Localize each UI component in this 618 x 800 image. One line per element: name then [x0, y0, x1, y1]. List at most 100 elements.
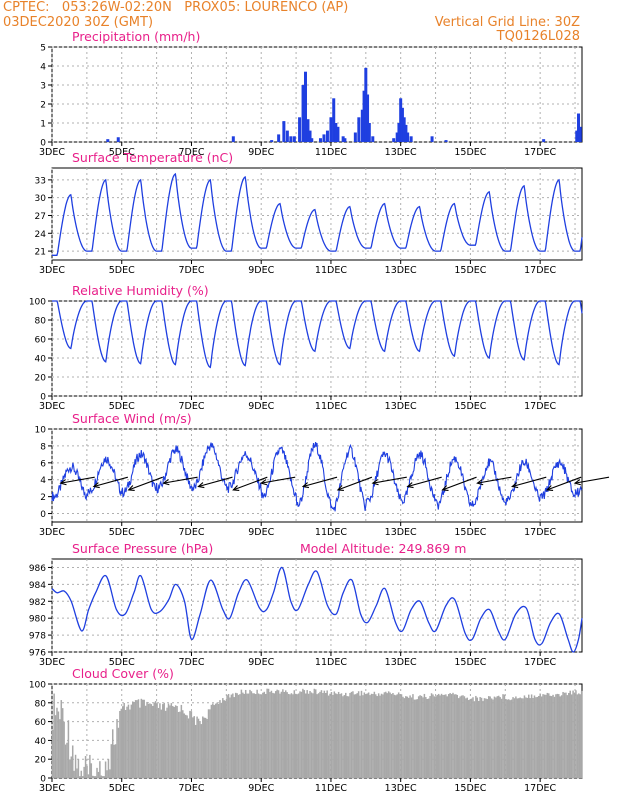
cloud-bar: [103, 776, 105, 778]
cloud-bar: [576, 694, 579, 778]
x-tick-label: 11DEC: [315, 147, 347, 158]
wind-arrow-head: [259, 479, 268, 486]
cloud-bar: [480, 697, 483, 778]
cloud-bar: [390, 694, 393, 778]
cloud-bar: [568, 693, 570, 778]
precip-bar: [343, 138, 347, 142]
plot-frame: [51, 300, 583, 397]
cloud-bar: [499, 697, 501, 778]
x-tick-label: 3DEC: [39, 657, 65, 668]
cloud-bar: [429, 696, 431, 778]
cloud-bar: [101, 776, 104, 778]
cloud-bar: [505, 699, 507, 778]
cloud-bar: [336, 694, 338, 778]
cloud-bar: [216, 702, 218, 778]
cloud-bar: [443, 694, 446, 778]
cloud-bar: [279, 693, 281, 778]
cloud-bar: [153, 702, 155, 778]
x-tick-label: 9DEC: [248, 265, 274, 276]
cloud-bar: [316, 694, 318, 778]
cloud-bar: [169, 705, 171, 778]
wind-direction-arrow: [233, 476, 268, 491]
cloud-bar: [182, 710, 184, 778]
precip-bar: [282, 121, 286, 142]
cloud-bar: [415, 699, 417, 778]
cloud-bar: [346, 696, 348, 778]
x-tick-label: 5DEC: [109, 527, 135, 538]
cloud-bar: [332, 694, 334, 778]
cloud-bar: [269, 692, 271, 778]
wind-arrow-head: [162, 479, 170, 486]
cloud-bar: [345, 692, 347, 778]
header-date: 03DEC2020 30Z (GMT): [3, 15, 154, 30]
x-tick-label: 7DEC: [178, 265, 204, 276]
wind-arrow-head: [197, 482, 205, 489]
cloud-bar: [387, 691, 390, 778]
x-tick-label: 9DEC: [248, 657, 274, 668]
cloud-bar: [335, 693, 337, 778]
precip-bar: [318, 138, 322, 142]
y-tick-label: 982: [29, 598, 46, 608]
precip-bar: [366, 94, 370, 142]
y-tick-label: 8: [40, 442, 46, 452]
cloud-bar: [143, 699, 145, 778]
wind-direction-arrow: [372, 476, 407, 484]
cloud-bar: [463, 696, 466, 778]
cloud-bar: [380, 693, 383, 778]
cloud-bar: [144, 705, 147, 778]
x-tick-label: 17DEC: [524, 401, 556, 412]
cloud-bar: [333, 691, 336, 778]
cloud-bar: [203, 717, 205, 778]
cloud-bar: [147, 703, 150, 778]
cloud-bar: [400, 694, 403, 778]
precip-bar: [310, 138, 314, 142]
y-tick-label: 10: [35, 426, 47, 436]
cloud-bar: [214, 703, 217, 778]
y-tick-label: 40: [35, 737, 47, 747]
cloud-bar: [56, 707, 58, 778]
y-tick-label: 20: [35, 756, 47, 766]
cloud-bar: [472, 697, 474, 778]
cloud-bar: [247, 693, 250, 778]
cloud-bar: [483, 698, 486, 778]
wind-direction-arrow: [198, 476, 233, 488]
precip-bar: [308, 130, 312, 142]
header-model-code: TQ0126L028: [496, 29, 580, 44]
wind-direction-arrow: [337, 476, 373, 491]
precip-bar: [306, 119, 310, 142]
wind-direction-arrow: [261, 476, 296, 484]
precip-bar: [322, 134, 326, 142]
precip-bar: [231, 136, 235, 142]
y-tick-label: 0: [40, 775, 46, 785]
cloud-bar: [425, 697, 427, 778]
x-tick-label: 17DEC: [524, 783, 556, 794]
cloud-bar: [440, 693, 443, 778]
x-tick-label: 9DEC: [248, 783, 274, 794]
cloud-bar: [412, 694, 414, 778]
precip-bar: [285, 130, 289, 142]
cloud-bar: [61, 708, 64, 778]
cloud-bar: [306, 690, 308, 778]
cloud-bar: [250, 691, 253, 778]
x-tick-label: 7DEC: [178, 657, 204, 668]
cloud-bar: [254, 694, 257, 778]
cloud-bar: [493, 696, 496, 778]
cloud-bar: [226, 695, 228, 778]
cloud-bar: [556, 693, 559, 778]
cloud-bar: [516, 698, 519, 778]
cloud-bar: [96, 767, 98, 778]
cloud-bar: [522, 698, 524, 778]
cloud-bar: [376, 696, 378, 778]
cloud-bar: [90, 763, 93, 778]
cloud-bar: [565, 692, 567, 778]
wind-direction-arrow: [407, 476, 442, 488]
cloud-bar: [154, 701, 157, 778]
cloud-bar: [543, 694, 546, 778]
plot-frame: [51, 46, 583, 143]
y-tick-label: 3: [40, 82, 46, 92]
cloud-bar: [352, 691, 354, 778]
cloud-bar: [309, 691, 311, 778]
cloud-bar: [286, 692, 288, 778]
precip-bar: [397, 123, 401, 142]
cloud-bar: [304, 693, 307, 778]
